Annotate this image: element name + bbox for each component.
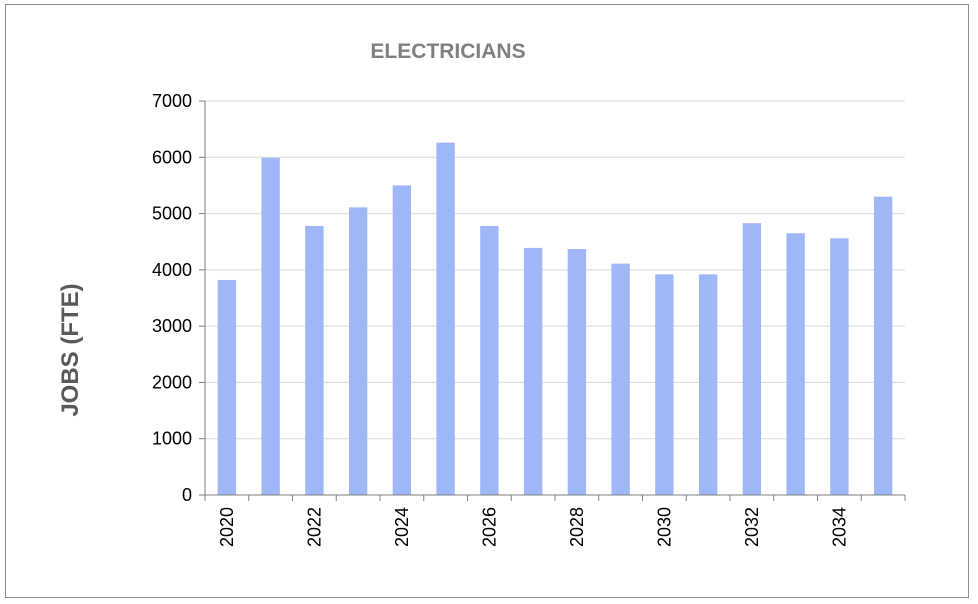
x-tick-label: 2032: [742, 507, 762, 547]
chart-title: ELECTRICIANS: [370, 40, 525, 63]
bar-2024: [392, 185, 412, 495]
bar-2035: [873, 196, 893, 495]
bar-2021: [261, 157, 280, 495]
chart-svg: ELECTRICIANS JOBS (FTE) 0 1000 2000 3000 400…: [57, 40, 906, 547]
axes: [199, 100, 906, 501]
chart-frame: ELECTRICIANS JOBS (FTE) 0 1000 2000 3000 400…: [5, 4, 969, 598]
bar-2028: [567, 249, 587, 495]
bar-2020: [217, 279, 237, 495]
y-tick-label: 5000: [152, 204, 192, 224]
y-axis-label: JOBS (FTE): [57, 283, 84, 416]
y-tick-labels: 0 1000 2000 3000 4000 5000 6000 7000: [152, 91, 192, 505]
bar-2022: [305, 225, 324, 495]
x-tick-label: 2024: [392, 507, 412, 547]
y-tick-label: 3000: [152, 316, 192, 336]
bar-2031: [698, 274, 718, 495]
y-tick-label: 6000: [152, 147, 192, 167]
bars: [217, 142, 893, 495]
bar-2030: [655, 274, 674, 495]
y-tick-label: 4000: [152, 260, 192, 280]
x-tick-label: 2022: [304, 507, 324, 547]
x-tick-label: 2034: [829, 507, 849, 547]
bar-2025: [436, 142, 455, 495]
x-tick-label: 2030: [654, 507, 674, 547]
bar-2023: [348, 207, 368, 495]
x-tick-label: 2026: [479, 507, 499, 547]
y-tick-label: 2000: [152, 372, 192, 392]
x-tick-label: 2028: [567, 507, 587, 547]
bar-2029: [611, 263, 630, 495]
x-tick-label: 2020: [217, 507, 237, 547]
y-tick-label: 1000: [152, 429, 192, 449]
y-tick-label: 0: [182, 485, 192, 505]
bar-2033: [786, 233, 805, 495]
x-tick-labels: 2020 2022 2024 2026 2028 2030 2032 2034: [217, 507, 850, 547]
bar-2034: [830, 238, 849, 495]
y-tick-label: 7000: [152, 91, 192, 111]
bar-2026: [480, 225, 499, 495]
bar-2027: [523, 247, 543, 495]
bar-2032: [742, 223, 762, 495]
